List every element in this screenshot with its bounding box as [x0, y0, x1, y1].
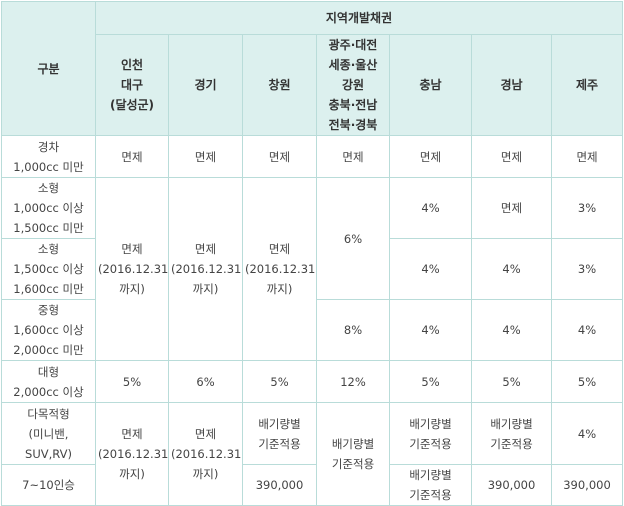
header-regional-bond: 지역개발채권 — [94, 1, 624, 35]
cell: 4% — [389, 299, 472, 361]
header-region-group: 광주·대전 세종·울산 강원 충북·전남 전북·경북 — [316, 34, 390, 136]
cell: 4% — [471, 299, 552, 361]
cell: 12% — [316, 360, 390, 403]
row-label-van: 7~10인승 — [1, 464, 96, 506]
table-row: 소형 1,500cc 이상 1,600cc 미만 4% 4% 3% — [1, 238, 624, 300]
cell-merged: 면제 (2016.12.31 까지) — [242, 177, 317, 361]
cell: 배기량별 기준적용 — [471, 402, 552, 465]
cell: 3% — [550, 238, 624, 300]
cell: 배기량별 기준적용 — [242, 402, 317, 465]
header-category: 구분 — [1, 1, 96, 136]
cell: 5% — [550, 360, 624, 403]
header-region-chungnam: 충남 — [389, 34, 472, 136]
row-label-medium: 중형 1,600cc 이상 2,000cc 미만 — [1, 299, 96, 361]
cell-merged: 6% — [316, 177, 390, 300]
cell: 5% — [95, 360, 169, 403]
cell: 4% — [471, 238, 552, 300]
cell: 면제 — [550, 135, 624, 178]
cell-merged: 면제 (2016.12.31 까지) — [95, 402, 169, 506]
cell: 6% — [168, 360, 243, 403]
cell: 5% — [471, 360, 552, 403]
cell: 면제 — [471, 135, 552, 178]
table-row: 경차 1,000cc 미만 면제 면제 면제 면제 면제 면제 면제 — [1, 135, 624, 178]
header-region-changwon: 창원 — [242, 34, 317, 136]
table-row: 소형 1,000cc 이상 1,500cc 미만 면제 (2016.12.31 … — [1, 177, 624, 361]
cell-merged: 면제 (2016.12.31 까지) — [168, 177, 243, 361]
cell: 면제 — [316, 135, 390, 178]
cell: 면제 — [389, 135, 472, 178]
cell: 390,000 — [471, 464, 552, 506]
cell: 4% — [550, 299, 624, 361]
cell: 4% — [550, 402, 624, 465]
cell: 5% — [242, 360, 317, 403]
cell: 면제 — [95, 135, 169, 178]
cell: 배기량별 기준적용 — [389, 464, 472, 506]
cell: 면제 — [471, 177, 552, 239]
cell-merged: 면제 (2016.12.31 까지) — [168, 402, 243, 506]
cell: 390,000 — [242, 464, 317, 506]
row-label-small-2: 소형 1,500cc 이상 1,600cc 미만 — [1, 238, 96, 300]
table-row: 대형 2,000cc 이상 5% 6% 5% 12% 5% 5% 5% — [1, 360, 624, 403]
cell: 8% — [316, 299, 390, 361]
header-region-gyeonggi: 경기 — [168, 34, 243, 136]
cell: 4% — [389, 238, 472, 300]
cell: 배기량별 기준적용 — [389, 402, 472, 465]
cell: 390,000 — [550, 464, 624, 506]
cell: 면제 — [168, 135, 243, 178]
header-region-jeju: 제주 — [550, 34, 624, 136]
cell: 4% — [389, 177, 472, 239]
table-row: 중형 1,600cc 이상 2,000cc 미만 8% 4% 4% 4% — [1, 299, 624, 361]
row-label-small-1: 소형 1,000cc 이상 1,500cc 미만 — [1, 177, 96, 239]
row-label-multi-purpose: 다목적형 (미니밴, SUV,RV) — [1, 402, 96, 465]
cell: 5% — [389, 360, 472, 403]
header-region-incheon: 인천 대구 (달성군) — [95, 34, 169, 136]
row-label-compact: 경차 1,000cc 미만 — [1, 135, 96, 178]
header-region-gyeongnam: 경남 — [471, 34, 552, 136]
cell: 면제 — [242, 135, 317, 178]
table-row: 7~10인승 390,000 배기량별 기준적용 390,000 390,000 — [1, 464, 624, 506]
cell: 3% — [550, 177, 624, 239]
row-label-large: 대형 2,000cc 이상 — [1, 360, 96, 403]
cell-merged: 면제 (2016.12.31 까지) — [95, 177, 169, 361]
table-row: 다목적형 (미니밴, SUV,RV) 면제 (2016.12.31 까지) 면제… — [1, 402, 624, 506]
cell-merged: 배기량별 기준적용 — [316, 402, 390, 506]
